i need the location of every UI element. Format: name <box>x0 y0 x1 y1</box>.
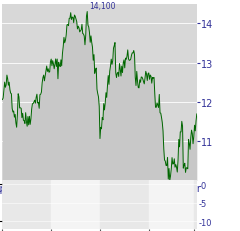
Bar <box>194 181 197 229</box>
Bar <box>2 181 51 229</box>
Text: 10,400: 10,400 <box>132 183 159 191</box>
Bar <box>100 181 149 229</box>
Bar <box>51 181 100 229</box>
Bar <box>149 181 194 229</box>
Text: 14,100: 14,100 <box>90 2 116 11</box>
